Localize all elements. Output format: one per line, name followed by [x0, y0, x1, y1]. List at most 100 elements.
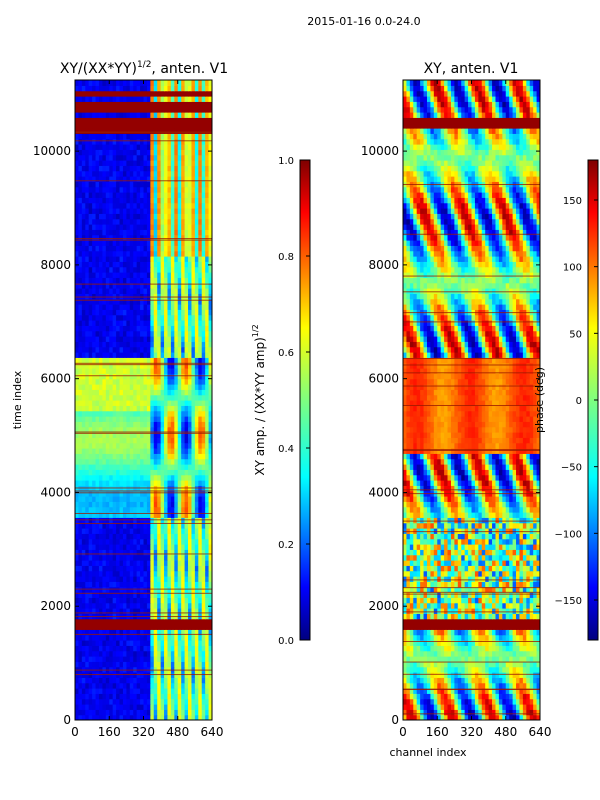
heatmap-cell: [205, 389, 210, 396]
heatmap-cell: [126, 149, 131, 156]
heatmap-cell: [122, 202, 127, 209]
heatmap-cell: [122, 250, 127, 257]
heatmap-cell: [164, 469, 169, 476]
heatmap-cell: [126, 442, 131, 449]
heatmap-cell: [133, 197, 138, 204]
heatmap-cell: [122, 464, 127, 470]
heatmap-cell: [88, 106, 93, 113]
heatmap-cell: [78, 682, 83, 689]
heatmap-cell: [116, 704, 121, 710]
heatmap-cell: [95, 346, 100, 353]
heatmap-cell: [194, 224, 199, 230]
heatmap-cell: [129, 688, 134, 694]
heatmap-cell: [181, 261, 186, 268]
heatmap-cell: [146, 277, 151, 284]
heatmap-cell: [191, 554, 196, 561]
heatmap-cell: [208, 554, 212, 561]
heatmap-cell: [78, 586, 83, 593]
heatmap-cell: [140, 128, 145, 134]
heatmap-cell: [112, 336, 117, 342]
heatmap-cell: [170, 421, 175, 428]
heatmap-cell: [88, 650, 93, 657]
heatmap-cell: [129, 565, 134, 572]
amplitude-panel: XY/(XX*YY)1/2, anten. V1 0 160 320 480 64002…: [11, 60, 228, 739]
heatmap-cell: [81, 394, 86, 401]
heatmap-cell: [98, 634, 103, 641]
heatmap-cell: [119, 490, 124, 497]
heatmap-cell: [98, 448, 103, 454]
heatmap-cell: [136, 618, 141, 625]
heatmap-cell: [85, 538, 90, 545]
heatmap-cell: [157, 538, 162, 545]
heatmap-cell: [181, 266, 186, 273]
heatmap-cell: [78, 421, 83, 428]
heatmap-cell: [164, 421, 169, 428]
heatmap-cell: [150, 698, 155, 705]
heatmap-cell: [423, 704, 428, 710]
heatmap-cell: [208, 154, 212, 161]
heatmap-cell: [122, 570, 127, 577]
x-tick-label: 480: [166, 725, 189, 739]
heatmap-cell: [133, 442, 138, 449]
heatmap-cell: [146, 410, 151, 417]
heatmap-cell: [133, 224, 138, 230]
heatmap-cell: [194, 698, 199, 705]
heatmap-cell: [174, 208, 179, 214]
heatmap-cell: [174, 101, 179, 108]
heatmap-cell: [157, 432, 162, 438]
heatmap-cell: [461, 709, 466, 716]
heatmap-cell: [75, 426, 80, 433]
heatmap-cell: [122, 506, 127, 513]
heatmap-cell: [102, 117, 107, 124]
heatmap-cell: [133, 330, 138, 337]
heatmap-cell: [133, 181, 138, 188]
heatmap-cell: [208, 122, 212, 129]
heatmap-cell: [140, 352, 145, 358]
heatmap-cell: [78, 661, 83, 668]
heatmap-cell: [116, 357, 121, 364]
heatmap-cell: [102, 474, 107, 481]
heatmap-cell: [88, 80, 93, 86]
heatmap-cell: [205, 421, 210, 428]
heatmap-cell: [109, 549, 114, 556]
heatmap-cell: [75, 101, 80, 108]
heatmap-cell: [126, 133, 131, 140]
heatmap-cell: [129, 101, 134, 108]
heatmap-cell: [112, 544, 117, 550]
heatmap-cell: [129, 154, 134, 161]
heatmap-cell: [109, 128, 114, 134]
heatmap-cell: [78, 650, 83, 657]
heatmap-cell: [194, 261, 199, 268]
heatmap-cell: [122, 357, 127, 364]
heatmap-cell: [109, 592, 114, 598]
heatmap-cell: [75, 448, 80, 454]
heatmap-cell: [81, 314, 86, 321]
heatmap-cell: [112, 325, 117, 332]
heatmap-cell: [85, 533, 90, 540]
heatmap-cell: [122, 144, 127, 150]
heatmap-cell: [160, 224, 165, 230]
heatmap-cell: [81, 261, 86, 268]
heatmap-cell: [105, 80, 110, 86]
heatmap-cell: [170, 96, 175, 102]
heatmap-cell: [198, 272, 203, 278]
heatmap-cell: [88, 368, 93, 374]
heatmap-cell: [143, 416, 148, 422]
heatmap-cell: [78, 522, 83, 529]
heatmap-cell: [146, 117, 151, 124]
heatmap-cell: [105, 458, 110, 465]
heatmap-cell: [109, 101, 114, 108]
heatmap-cell: [167, 277, 172, 284]
heatmap-cell: [109, 608, 114, 614]
heatmap-cell: [92, 133, 97, 140]
heatmap-cell: [129, 272, 134, 278]
heatmap-cell: [164, 586, 169, 593]
heatmap-cell: [75, 458, 80, 465]
heatmap-cell: [170, 250, 175, 257]
heatmap-cell: [129, 213, 134, 220]
heatmap-cell: [198, 570, 203, 577]
heatmap-cell: [150, 400, 155, 406]
heatmap-cell: [126, 608, 131, 614]
heatmap-cell: [136, 186, 141, 193]
heatmap-cell: [85, 160, 90, 166]
